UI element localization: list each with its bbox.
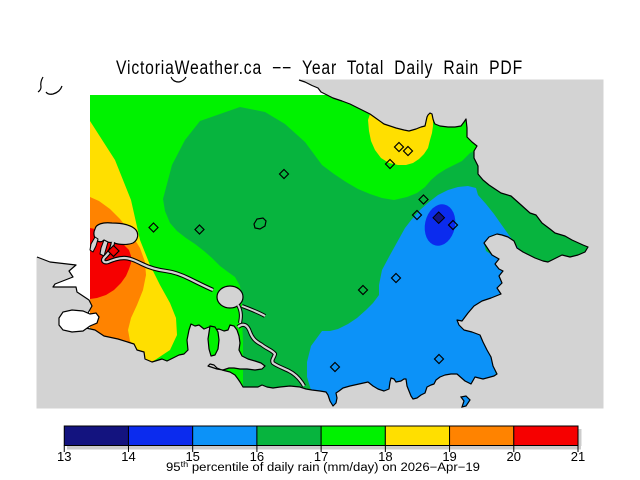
svg-text:18: 18 [378, 449, 392, 464]
svg-text:14: 14 [121, 449, 135, 464]
svg-text:13: 13 [57, 449, 71, 464]
svg-text:16: 16 [250, 449, 264, 464]
svg-text:20: 20 [507, 449, 521, 464]
svg-text:VictoriaWeather.ca −− Year Tot: VictoriaWeather.ca −− Year Total Daily R… [116, 58, 523, 79]
svg-text:15: 15 [185, 449, 199, 464]
svg-text:17: 17 [314, 449, 328, 464]
svg-text:19: 19 [442, 449, 456, 464]
svg-text:21: 21 [571, 449, 585, 464]
